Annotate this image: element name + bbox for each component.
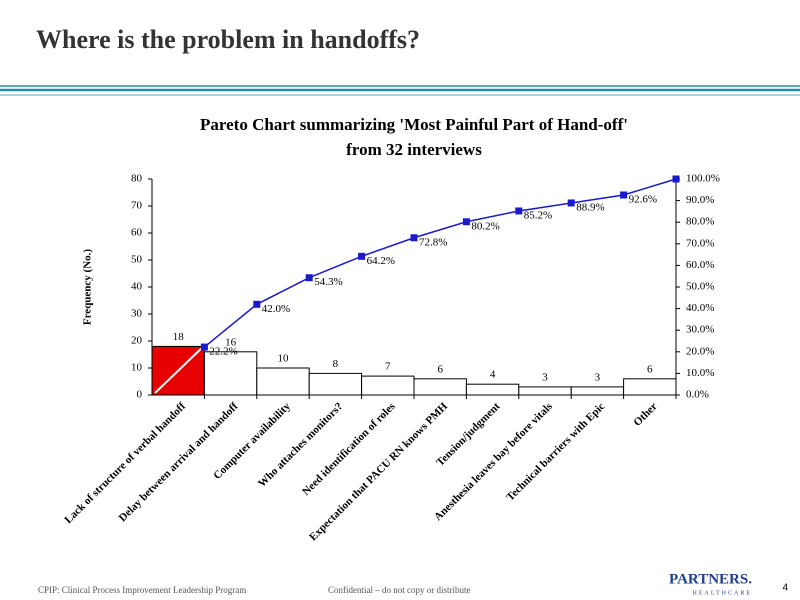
- y2-tick-label: 80.0%: [686, 216, 714, 228]
- bar: [623, 378, 677, 396]
- page-number: 4: [782, 583, 788, 594]
- x-tick-label: Other: [631, 400, 659, 428]
- line-value-label: 72.8%: [419, 236, 447, 248]
- y2-tick-label: 20.0%: [686, 345, 714, 357]
- bar: [308, 372, 363, 396]
- cumulative-line: [203, 178, 677, 348]
- y-tick-label: 80: [131, 173, 143, 185]
- line-value-label: 85.2%: [524, 209, 552, 221]
- bar-highlight: [154, 347, 203, 394]
- bar: [570, 386, 625, 396]
- marker: [462, 218, 470, 226]
- y2-tick-label: 100.0%: [686, 173, 720, 185]
- line-value-label: 22.2%: [209, 346, 237, 358]
- bar-value-label: 3: [542, 371, 548, 383]
- line-value-label: 88.9%: [576, 202, 604, 214]
- y-tick-label: 20: [131, 335, 143, 347]
- marker: [620, 191, 628, 199]
- x-tick-label: Technical barriers with Epic: [504, 400, 607, 503]
- marker: [253, 300, 261, 308]
- bar-value-label: 6: [647, 363, 653, 375]
- marker: [305, 274, 313, 282]
- bar: [413, 378, 467, 396]
- line-value-label: 54.3%: [314, 276, 342, 288]
- bar: [361, 375, 415, 396]
- slide-title: Where is the problem in handoffs?: [36, 25, 420, 54]
- bar-value-label: 3: [595, 371, 601, 383]
- line-value-label: 64.2%: [367, 255, 395, 267]
- bar-value-label: 18: [173, 331, 185, 343]
- bar: [465, 383, 520, 396]
- bar-value-label: 8: [333, 358, 339, 370]
- y2-tick-label: 0.0%: [686, 389, 709, 401]
- footer: CPIP: Clinical Process Improvement Leade…: [38, 585, 246, 595]
- marker: [358, 252, 366, 260]
- y-tick-label: 50: [131, 254, 143, 266]
- bar-value-label: 7: [385, 361, 391, 373]
- x-tick-label: Need identification of roles: [300, 400, 398, 498]
- marker: [515, 207, 523, 215]
- logo-sub: HEALTHCARE: [693, 590, 752, 596]
- line-value-label: 92.6%: [629, 194, 657, 206]
- y-tick-label: 70: [131, 200, 143, 212]
- y2-tick-label: 30.0%: [686, 324, 714, 336]
- y-tick-label: 60: [131, 227, 143, 239]
- marker: [672, 175, 680, 183]
- y2-tick-label: 50.0%: [686, 281, 714, 293]
- y2-tick-label: 60.0%: [686, 259, 714, 271]
- bar-value-label: 10: [278, 353, 290, 365]
- bar-value-label: 16: [225, 336, 237, 348]
- bar: [518, 386, 572, 396]
- bar-value-label: 6: [437, 363, 443, 375]
- footer: Confidential – do not copy or distribute: [328, 585, 470, 595]
- chart-title: from 32 interviews: [346, 140, 482, 159]
- line-value-label: 42.0%: [262, 303, 290, 315]
- y-axis-label: Frequency (No.): [82, 249, 94, 326]
- bar: [203, 351, 258, 396]
- y-tick-label: 10: [131, 362, 143, 374]
- chart-title: Pareto Chart summarizing 'Most Painful P…: [200, 115, 628, 134]
- bar: [256, 367, 310, 396]
- y2-tick-label: 40.0%: [686, 302, 714, 314]
- logo: PARTNERS.: [669, 571, 752, 587]
- line-value-label: 80.2%: [471, 220, 499, 232]
- marker: [200, 343, 208, 351]
- y-tick-label: 40: [131, 281, 143, 293]
- marker: [567, 199, 575, 207]
- y2-tick-label: 90.0%: [686, 194, 714, 206]
- bar-value-label: 4: [490, 369, 496, 381]
- y2-tick-label: 10.0%: [686, 367, 714, 379]
- y2-tick-label: 70.0%: [686, 237, 714, 249]
- y-tick-label: 0: [137, 389, 143, 401]
- x-tick-label: Who attaches monitors?: [256, 400, 345, 489]
- marker: [410, 234, 418, 242]
- y-tick-label: 30: [131, 308, 143, 320]
